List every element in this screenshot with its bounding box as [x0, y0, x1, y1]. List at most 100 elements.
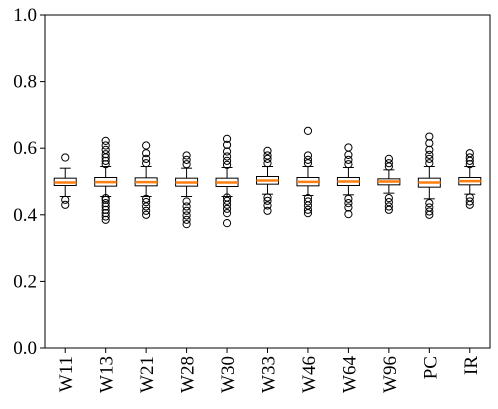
outlier-point: [101, 212, 110, 221]
outlier-point: [222, 156, 232, 165]
outlier-point: [425, 150, 434, 159]
outlier-point: [182, 197, 191, 206]
outlier-point: [344, 194, 353, 203]
box-w64: [336, 143, 360, 219]
outlier-point: [425, 159, 434, 168]
y-tick-label: 0.8: [13, 72, 37, 93]
x-tick-label-w96: W96: [380, 356, 401, 393]
outlier-point: [303, 194, 313, 203]
outlier-point: [344, 203, 353, 212]
outlier-point: [222, 204, 232, 213]
outlier-point: [263, 201, 272, 210]
outlier-point: [222, 134, 232, 143]
outlier-point: [182, 202, 191, 211]
outlier-point: [61, 153, 70, 162]
box-w21: [134, 141, 158, 219]
outlier-point: [101, 215, 110, 224]
x-axis: W11 W13 W21 W28 W30 W33 W46 W64 W96 PC IR: [56, 348, 482, 393]
outlier-point: [142, 210, 151, 219]
outlier-point: [303, 155, 313, 164]
outlier-point: [101, 145, 110, 154]
outlier-point: [384, 198, 393, 207]
box-w11: [53, 153, 77, 209]
box-w28: [175, 151, 199, 229]
outlier-point: [263, 154, 272, 163]
y-tick-label: 0.4: [13, 205, 37, 226]
x-tick-label-pc: PC: [420, 356, 441, 379]
outlier-point: [303, 205, 313, 214]
outlier-point: [344, 210, 353, 219]
outlier-point: [384, 154, 393, 163]
box-w46: [296, 126, 320, 218]
outlier-point: [101, 156, 110, 165]
y-tick-label: 0.6: [13, 138, 37, 159]
outlier-point: [425, 145, 434, 154]
outlier-point: [344, 143, 353, 152]
y-axis: 0.0 0.2 0.4 0.6 0.8 1.0: [13, 5, 45, 359]
outlier-point: [465, 153, 474, 162]
outlier-point: [263, 206, 272, 215]
x-tick-label-w28: W28: [178, 356, 199, 393]
x-tick-label-w13: W13: [97, 356, 118, 393]
outlier-point: [101, 150, 110, 159]
outlier-point: [61, 195, 70, 204]
outlier-point: [384, 202, 393, 211]
outlier-point: [222, 140, 232, 149]
x-tick-label-ir: IR: [461, 356, 482, 375]
outlier-point: [303, 126, 313, 135]
outlier-point: [101, 205, 110, 214]
y-tick-label: 1.0: [13, 5, 37, 26]
x-tick-label-w46: W46: [299, 356, 320, 393]
outlier-point: [303, 151, 313, 160]
outlier-point: [142, 198, 151, 207]
box-w33: [256, 146, 279, 215]
outlier-point: [142, 206, 151, 215]
outlier-point: [344, 155, 353, 164]
outlier-point: [425, 132, 434, 141]
x-tick-label-w30: W30: [218, 356, 239, 393]
outlier-point: [101, 194, 110, 203]
y-tick-label: 0.2: [13, 271, 37, 292]
outlier-point: [465, 197, 474, 206]
outlier-point: [222, 219, 232, 228]
outlier-point: [425, 207, 434, 216]
outlier-point: [465, 160, 474, 169]
outlier-point: [222, 147, 232, 156]
box-ir: [458, 149, 482, 209]
x-tick-label-w11: W11: [56, 356, 77, 392]
outlier-point: [222, 196, 232, 205]
outlier-point: [425, 199, 434, 208]
outlier-point: [263, 151, 272, 160]
outlier-point: [182, 160, 191, 169]
outlier-point: [101, 202, 110, 211]
x-tick-label-w64: W64: [339, 356, 360, 393]
outlier-point: [384, 159, 393, 168]
box-w96: [377, 154, 401, 214]
outlier-point: [344, 150, 353, 159]
outlier-point: [465, 149, 474, 158]
outlier-point: [182, 220, 191, 229]
plot-area: [53, 126, 482, 229]
outlier-point: [182, 151, 191, 160]
outlier-point: [182, 206, 191, 215]
outlier-point: [142, 194, 151, 203]
outlier-point: [142, 154, 151, 163]
box-pc: [417, 132, 441, 219]
outlier-point: [303, 197, 313, 206]
outlier-point: [222, 209, 232, 218]
outlier-point: [263, 196, 272, 205]
outlier-point: [101, 141, 110, 150]
outlier-point: [222, 152, 232, 161]
outlier-point: [263, 193, 272, 202]
outlier-point: [425, 203, 434, 212]
outlier-point: [142, 159, 151, 168]
x-tick-label-w21: W21: [137, 356, 158, 393]
outlier-point: [425, 139, 434, 148]
x-tick-label-w33: W33: [259, 356, 280, 393]
outlier-point: [465, 193, 474, 202]
outlier-point: [101, 209, 110, 218]
outlier-point: [384, 194, 393, 203]
outlier-point: [101, 160, 110, 169]
outlier-point: [222, 160, 232, 169]
